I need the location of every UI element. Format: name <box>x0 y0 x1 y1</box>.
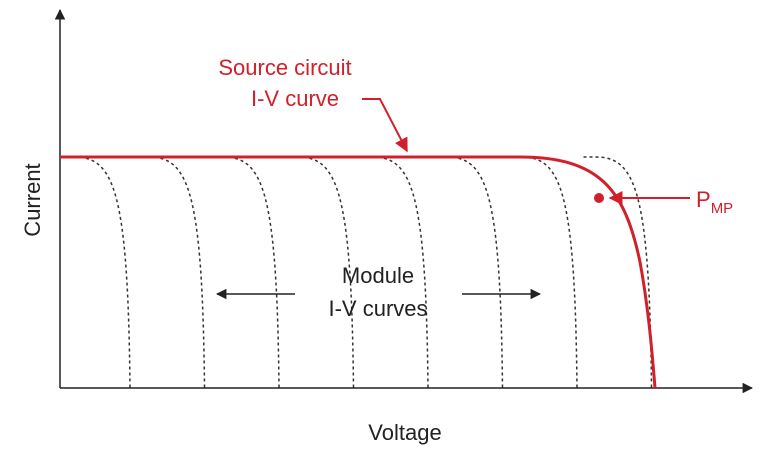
module-curve <box>136 156 206 389</box>
pmp-subscript: MP <box>711 200 734 217</box>
y-axis-label: Current <box>20 163 45 236</box>
source-curve <box>60 155 657 389</box>
source-label: I-V curve <box>251 86 339 111</box>
module-label: Module <box>342 263 414 288</box>
x-axis-label: Voltage <box>368 420 441 445</box>
source-arrow <box>362 98 408 153</box>
module-curve <box>211 156 280 389</box>
module-curve <box>509 156 578 389</box>
module-curve <box>434 156 504 389</box>
module-label: I-V curves <box>328 296 427 321</box>
pmp-main: P <box>696 187 711 212</box>
pmp-point <box>594 193 604 203</box>
module-curve <box>583 156 653 389</box>
source-label: Source circuit <box>218 55 351 80</box>
module-curve <box>62 156 131 389</box>
pmp-label: PMP <box>696 187 733 217</box>
